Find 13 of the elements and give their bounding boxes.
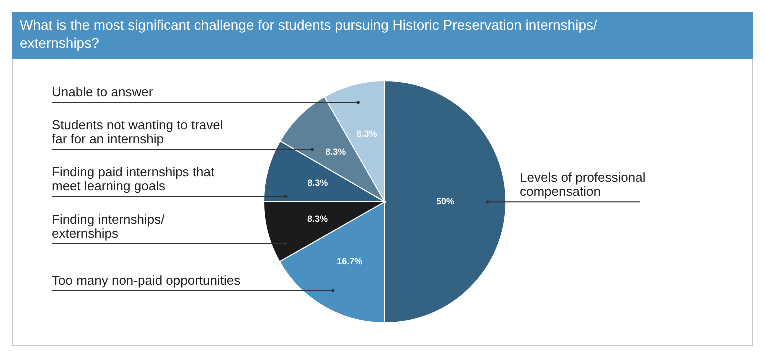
slice-label: Students not wanting to travel far for an internship <box>52 118 224 147</box>
data-label: 8.3% <box>326 147 346 158</box>
data-label: 50% <box>436 196 455 206</box>
data-label: 16.7% <box>337 256 363 266</box>
slice-label: Finding internships/ externships <box>52 212 166 241</box>
data-label: 8.3% <box>308 178 328 188</box>
slice-label: Levels of professional compensation <box>520 170 646 200</box>
data-label: 8.3% <box>356 129 378 140</box>
chart-title: What is the most significant challenge for students pursuing Historic Preservation internships/ externships? <box>20 17 598 51</box>
slice-label: Finding paid internships that meet learning goals <box>52 164 215 194</box>
slice-label: Unable to answer <box>52 84 154 100</box>
data-label: 8.3% <box>307 214 328 224</box>
slice-label: Too many non-paid opportunities <box>52 272 242 288</box>
